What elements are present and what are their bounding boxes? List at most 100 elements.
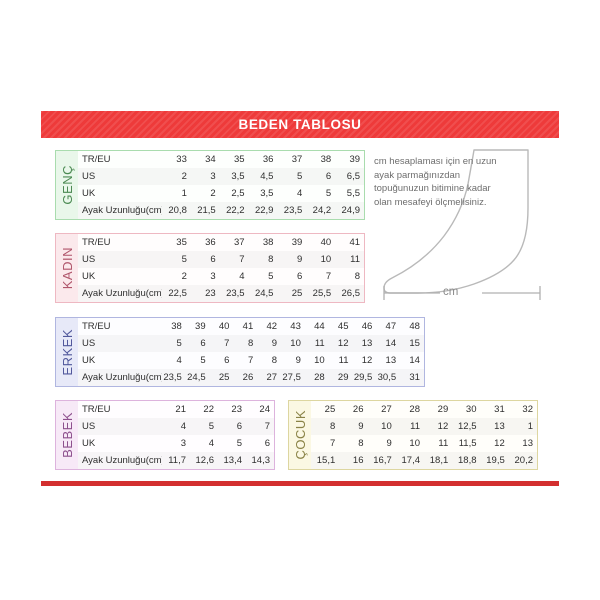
row-header: Ayak Uzunluğu(cm) xyxy=(82,205,162,216)
cell: 16,7 xyxy=(373,455,392,466)
cell: 11,5 xyxy=(458,438,477,449)
cell: 25 xyxy=(218,372,230,383)
cell: 5 xyxy=(208,421,214,432)
cm-dimension-line xyxy=(383,286,541,300)
cell: 4,5 xyxy=(260,171,274,182)
table-row: 15,1 16 16,7 17,4 18,1 18,8 19,5 20,2 xyxy=(311,452,537,469)
cell: 34 xyxy=(205,154,216,165)
cell: 6 xyxy=(210,254,216,265)
cell: 23 xyxy=(205,288,216,299)
table-row: Ayak Uzunluğu(cm) 11,7 12,6 13,4 14,3 xyxy=(78,452,274,469)
cell: 10 xyxy=(381,421,392,432)
cell: 11 xyxy=(410,421,420,432)
cell: 5,5 xyxy=(346,188,361,199)
cell: 14 xyxy=(385,338,397,349)
table-grid-kadin: TR/EU 35 36 37 38 39 40 41 US 5 6 7 8 9 … xyxy=(78,234,364,302)
table-grid-cocuk: 25 26 27 28 29 30 31 32 8 9 10 11 12 12,… xyxy=(311,401,537,469)
cell: 36 xyxy=(262,154,274,165)
table-grid-bebek: TR/EU 21 22 23 24 US 4 5 6 7 UK 3 4 5 6 xyxy=(78,401,274,469)
row-header: TR/EU xyxy=(82,154,111,165)
cell: 11 xyxy=(438,438,449,449)
measurement-instructions: cm hesaplaması için en uzun ayak parmağı… xyxy=(374,156,497,208)
cell: 30,5 xyxy=(377,372,397,383)
cell: 9 xyxy=(386,438,392,449)
cell: 8 xyxy=(271,355,278,366)
cell: 11 xyxy=(338,355,349,366)
cell: 13,4 xyxy=(223,455,243,466)
cell: 11 xyxy=(314,338,325,349)
cell: 29,5 xyxy=(353,372,373,383)
cell: 29 xyxy=(337,372,349,383)
category-label-erkek-text: ERKEK xyxy=(59,328,75,376)
table-row: 8 9 10 11 12 12,5 13 1 xyxy=(311,418,537,435)
cell: 21 xyxy=(175,404,186,415)
category-label-bebek-text: BEBEK xyxy=(59,412,75,458)
table-grid-erkek: TR/EU 38 39 40 41 42 43 44 45 46 47 48 U… xyxy=(78,318,424,386)
cell: 32 xyxy=(522,404,533,415)
cell: 2,5 xyxy=(231,188,245,199)
cell: 24,5 xyxy=(187,372,206,383)
category-label-genc: GENÇ xyxy=(56,151,78,219)
table-row: US 5 6 7 8 9 10 11 12 13 14 15 xyxy=(78,335,424,352)
cell: 4 xyxy=(239,271,245,282)
cell: 4 xyxy=(297,188,303,199)
cell: 9 xyxy=(297,254,303,265)
cell: 3 xyxy=(210,271,216,282)
cell: 9 xyxy=(295,355,301,366)
table-row: TR/EU 35 36 37 38 39 40 41 xyxy=(78,234,364,251)
cell: 29 xyxy=(437,404,449,415)
cell: 3,5 xyxy=(260,188,274,199)
cell: 14 xyxy=(409,355,420,366)
row-header: TR/EU xyxy=(82,321,111,332)
cell: 40 xyxy=(320,237,332,248)
cell: 24,5 xyxy=(254,288,274,299)
row-header: Ayak Uzunluğu(cm) xyxy=(82,455,162,466)
cell: 28 xyxy=(409,404,420,415)
cell: 27 xyxy=(266,372,278,383)
table-grid-genc: TR/EU 33 34 35 36 37 38 39 US 2 3 3,5 4,… xyxy=(78,151,364,219)
cm-unit-label: cm xyxy=(443,286,459,298)
cell: 48 xyxy=(409,321,420,332)
cell: 8 xyxy=(358,438,364,449)
cell: 27 xyxy=(381,404,392,415)
cell: 26,5 xyxy=(341,288,361,299)
row-header: Ayak Uzunluğu(cm) xyxy=(82,288,162,299)
cell: 5 xyxy=(176,338,182,349)
row-header: US xyxy=(82,338,96,349)
cell: 22,5 xyxy=(168,288,187,299)
cell: 10 xyxy=(409,438,420,449)
cell: 5 xyxy=(268,271,274,282)
cell: 7 xyxy=(224,338,230,349)
cell: 41 xyxy=(349,237,361,248)
cell: 13 xyxy=(522,438,533,449)
cell: 12,5 xyxy=(458,421,477,432)
table-row: TR/EU 33 34 35 36 37 38 39 xyxy=(78,151,364,168)
cell: 23,5 xyxy=(163,372,182,383)
table-row: TR/EU 21 22 23 24 xyxy=(78,401,274,418)
cell: 3 xyxy=(210,171,216,182)
table-row: Ayak Uzunluğu(cm) 20,8 21,5 22,2 22,9 23… xyxy=(78,202,364,219)
cell: 5 xyxy=(325,188,332,199)
cell: 6 xyxy=(325,171,332,182)
cell: 21,5 xyxy=(197,205,216,216)
cell: 8 xyxy=(329,421,336,432)
row-header: US xyxy=(82,254,96,265)
table-row: Ayak Uzunluğu(cm) 23,5 24,5 25 26 27 27,… xyxy=(78,369,424,386)
cell: 6 xyxy=(297,271,303,282)
cell: 25 xyxy=(324,404,336,415)
cell: 8 xyxy=(354,271,361,282)
cell: 35 xyxy=(234,154,245,165)
cell: 2 xyxy=(181,271,187,282)
cell: 4 xyxy=(176,355,182,366)
cell: 39 xyxy=(349,154,361,165)
cell: 6 xyxy=(236,421,242,432)
cell: 44 xyxy=(314,321,325,332)
table-row: US 5 6 7 8 9 10 11 xyxy=(78,251,364,268)
table-row: TR/EU 38 39 40 41 42 43 44 45 46 47 48 xyxy=(78,318,424,335)
cell: 20,8 xyxy=(168,205,187,216)
cell: 28 xyxy=(314,372,325,383)
cell: 39 xyxy=(195,321,206,332)
cell: 30 xyxy=(465,404,477,415)
table-row: 7 8 9 10 11 11,5 12 13 xyxy=(311,435,537,452)
